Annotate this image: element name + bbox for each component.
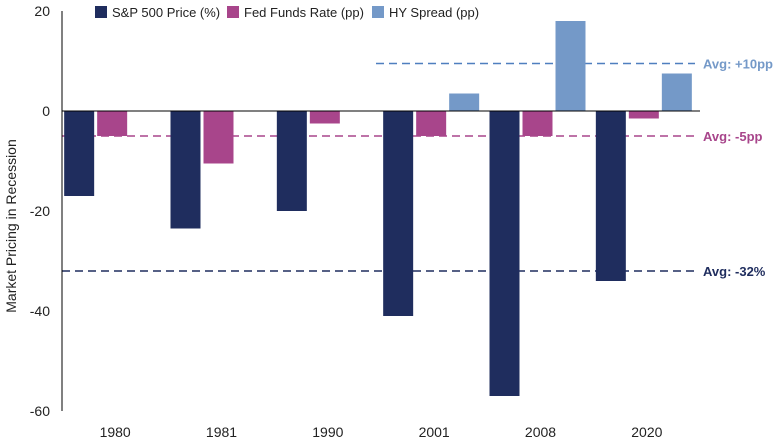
bar bbox=[276, 111, 307, 211]
bar bbox=[595, 111, 626, 281]
y-tick-label: -40 bbox=[30, 303, 50, 319]
y-axis-title: Market Pricing in Recession bbox=[3, 139, 19, 313]
x-tick-label: 2020 bbox=[631, 424, 662, 440]
bars bbox=[64, 21, 692, 396]
x-tick-label: 2001 bbox=[419, 424, 450, 440]
legend-label: HY Spread (pp) bbox=[389, 5, 479, 20]
bar bbox=[628, 111, 659, 119]
y-tick-label: -60 bbox=[30, 403, 50, 419]
legend: S&P 500 Price (%) Fed Funds Rate (pp) HY S… bbox=[95, 5, 479, 20]
axes: 20 0 -20 -40 -60 1980 1981 1990 2001 2008 2020 bbox=[30, 3, 700, 440]
bar bbox=[383, 111, 414, 316]
legend-label: S&P 500 Price (%) bbox=[112, 5, 220, 20]
bar bbox=[522, 111, 553, 136]
bar bbox=[170, 111, 201, 229]
reference-line-label: Avg: +10pp bbox=[703, 57, 773, 72]
y-tick-label: 0 bbox=[42, 103, 50, 119]
bar bbox=[416, 111, 447, 136]
reference-line-label: Avg: -5pp bbox=[703, 129, 763, 144]
bar bbox=[97, 111, 128, 136]
bar bbox=[64, 111, 95, 196]
legend-swatch bbox=[227, 6, 239, 18]
bar bbox=[449, 93, 480, 111]
legend-swatch bbox=[95, 6, 107, 18]
bar bbox=[661, 73, 692, 111]
x-tick-label: 1980 bbox=[100, 424, 131, 440]
reference-labels: Avg: -32% Avg: -5pp Avg: +10pp bbox=[703, 57, 773, 280]
reference-lines bbox=[62, 62, 695, 272]
y-tick-label: -20 bbox=[30, 203, 50, 219]
bar bbox=[555, 21, 586, 111]
legend-label: Fed Funds Rate (pp) bbox=[244, 5, 364, 20]
legend-swatch bbox=[372, 6, 384, 18]
reference-line-label: Avg: -32% bbox=[703, 264, 766, 279]
bar bbox=[309, 111, 340, 124]
y-tick-label: 20 bbox=[34, 3, 50, 19]
x-tick-label: 2008 bbox=[525, 424, 556, 440]
bar bbox=[489, 111, 520, 396]
bar bbox=[203, 111, 234, 164]
x-tick-label: 1981 bbox=[206, 424, 237, 440]
x-tick-label: 1990 bbox=[312, 424, 343, 440]
